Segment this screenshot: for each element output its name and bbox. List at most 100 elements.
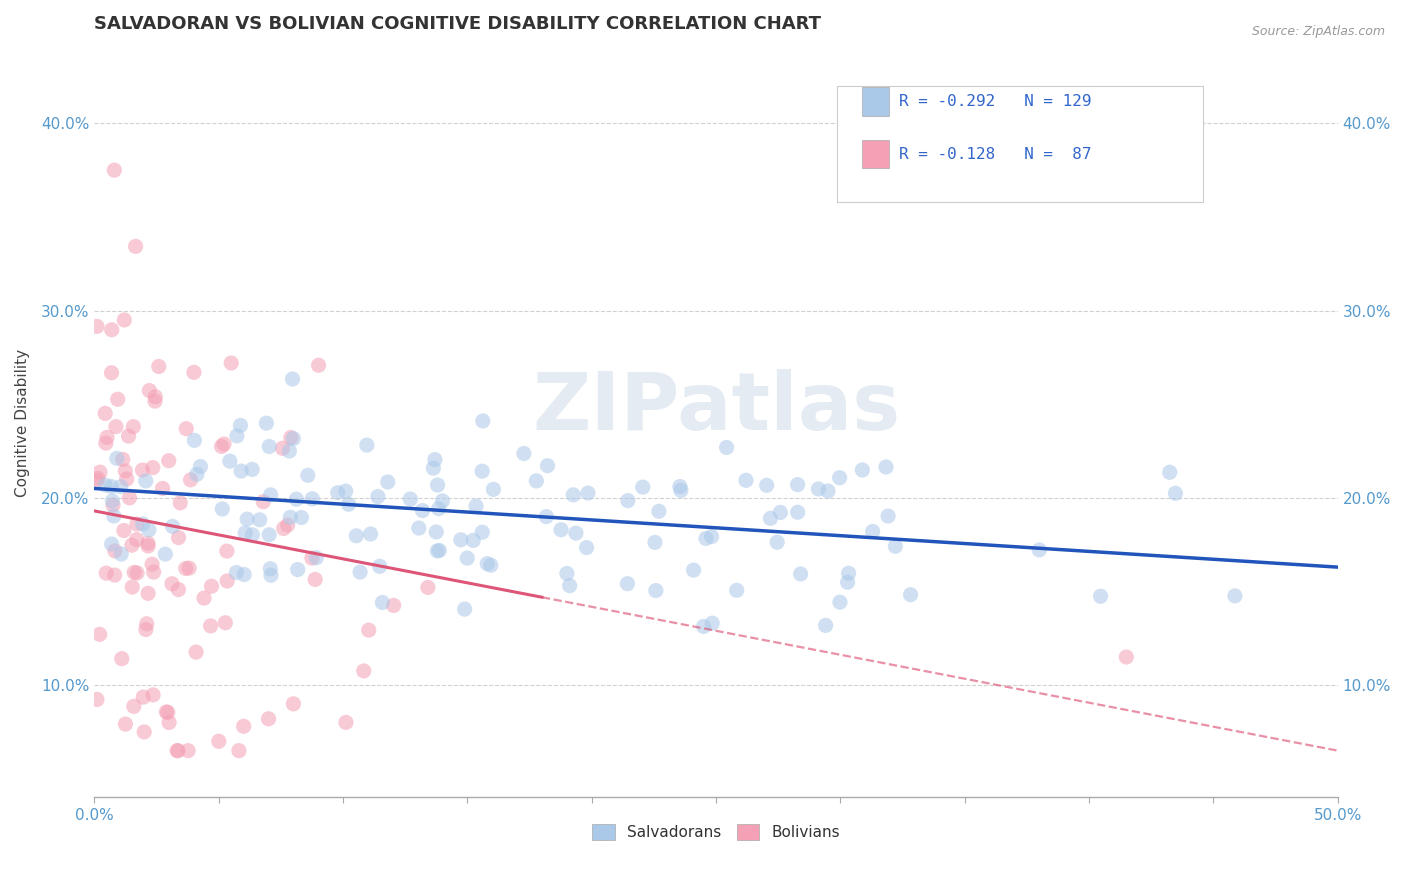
Point xyxy=(200,579,222,593)
Point xyxy=(828,471,851,485)
Point xyxy=(143,394,166,409)
Point xyxy=(169,496,191,510)
Point xyxy=(305,550,328,565)
Point xyxy=(103,163,125,178)
Point xyxy=(368,559,391,574)
Point xyxy=(110,480,132,494)
Point xyxy=(226,429,249,443)
Point xyxy=(122,699,145,714)
Point xyxy=(142,565,165,579)
Point xyxy=(335,484,357,499)
Point xyxy=(283,432,305,446)
Point xyxy=(1164,486,1187,500)
Point xyxy=(425,524,447,539)
Point xyxy=(125,533,148,547)
Point xyxy=(89,627,111,641)
Point xyxy=(817,483,839,498)
Point xyxy=(135,623,157,637)
Point xyxy=(233,526,256,541)
Point xyxy=(377,475,399,489)
Point xyxy=(536,458,558,473)
Point xyxy=(281,372,304,386)
Point xyxy=(290,510,312,524)
Point xyxy=(550,523,572,537)
Point xyxy=(115,472,138,486)
Point xyxy=(875,460,897,475)
Point xyxy=(280,510,302,524)
Point xyxy=(471,464,494,478)
Point xyxy=(104,568,127,582)
Point xyxy=(513,446,536,460)
Point xyxy=(423,452,446,467)
Point xyxy=(789,566,811,581)
Text: SALVADORAN VS BOLIVIAN COGNITIVE DISABILITY CORRELATION CHART: SALVADORAN VS BOLIVIAN COGNITIVE DISABIL… xyxy=(94,15,821,33)
Point xyxy=(283,697,305,711)
Point xyxy=(200,619,222,633)
Point xyxy=(190,459,212,474)
Point xyxy=(86,319,108,334)
Point xyxy=(157,715,180,730)
Point xyxy=(136,586,159,600)
Point xyxy=(121,538,143,552)
Point xyxy=(349,565,371,579)
Point xyxy=(1090,589,1112,603)
Point xyxy=(429,543,451,558)
Point xyxy=(277,518,299,533)
Point xyxy=(456,551,478,566)
Point xyxy=(211,439,233,453)
Point xyxy=(155,705,177,719)
Point xyxy=(851,463,873,477)
Point xyxy=(412,503,434,517)
Point xyxy=(360,527,382,541)
Point xyxy=(759,511,782,525)
Point xyxy=(231,464,253,478)
Point xyxy=(86,692,108,706)
Point xyxy=(1115,650,1137,665)
Text: Source: ZipAtlas.com: Source: ZipAtlas.com xyxy=(1251,25,1385,38)
Point xyxy=(648,504,671,518)
Point xyxy=(432,494,454,508)
Point xyxy=(142,460,165,475)
Point xyxy=(479,558,502,573)
Point xyxy=(257,712,280,726)
Point xyxy=(105,451,128,466)
Point xyxy=(807,482,830,496)
Point xyxy=(862,524,884,539)
Point xyxy=(104,544,127,558)
Point xyxy=(193,591,215,605)
Point xyxy=(225,566,247,580)
Point xyxy=(132,690,155,705)
Point xyxy=(471,525,494,540)
Point xyxy=(100,323,122,337)
Point xyxy=(700,530,723,544)
Point xyxy=(416,581,439,595)
Point xyxy=(167,744,190,758)
Point xyxy=(353,664,375,678)
Point xyxy=(257,527,280,541)
Point xyxy=(162,519,184,533)
Point xyxy=(260,568,283,582)
Point xyxy=(157,453,180,467)
Point xyxy=(399,491,422,506)
Point xyxy=(558,579,581,593)
Point xyxy=(631,480,654,494)
Point xyxy=(118,491,141,505)
Point xyxy=(725,583,748,598)
Point xyxy=(536,509,558,524)
Point xyxy=(786,505,808,519)
Point xyxy=(465,499,488,513)
Bar xyxy=(862,140,889,169)
Point xyxy=(186,467,208,482)
Point xyxy=(125,516,148,531)
Point xyxy=(101,498,124,512)
Point xyxy=(252,494,274,508)
Point xyxy=(114,464,136,478)
Legend: Salvadorans, Bolivians: Salvadorans, Bolivians xyxy=(586,818,846,846)
Point xyxy=(524,474,547,488)
Point xyxy=(450,533,472,547)
Point xyxy=(136,536,159,550)
Point xyxy=(702,616,724,631)
Point xyxy=(122,419,145,434)
Text: ZIPatlas: ZIPatlas xyxy=(531,369,900,447)
Point xyxy=(427,501,450,516)
